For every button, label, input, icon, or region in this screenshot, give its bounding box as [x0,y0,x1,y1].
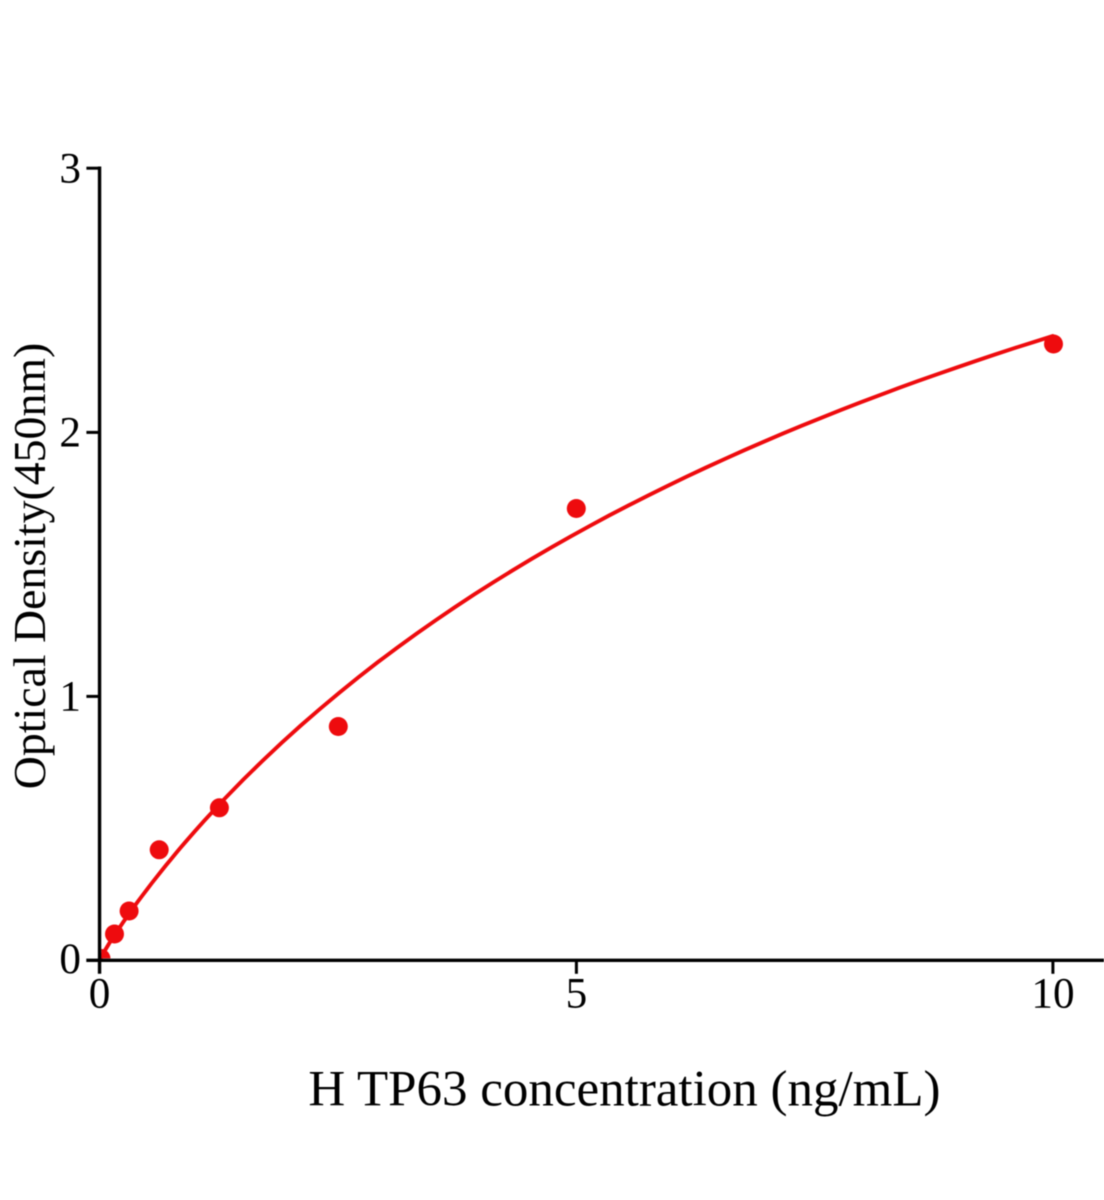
svg-text:0: 0 [59,936,81,983]
svg-text:0: 0 [89,971,111,1018]
svg-text:5: 5 [566,971,588,1018]
svg-text:2: 2 [59,409,81,456]
svg-text:H TP63 concentration (ng/mL): H TP63 concentration (ng/mL) [308,1061,940,1117]
svg-text:3: 3 [59,145,81,192]
svg-text:10: 10 [1031,971,1074,1018]
svg-text:Optical Density(450nm): Optical Density(450nm) [4,343,55,789]
svg-text:1: 1 [59,674,81,721]
